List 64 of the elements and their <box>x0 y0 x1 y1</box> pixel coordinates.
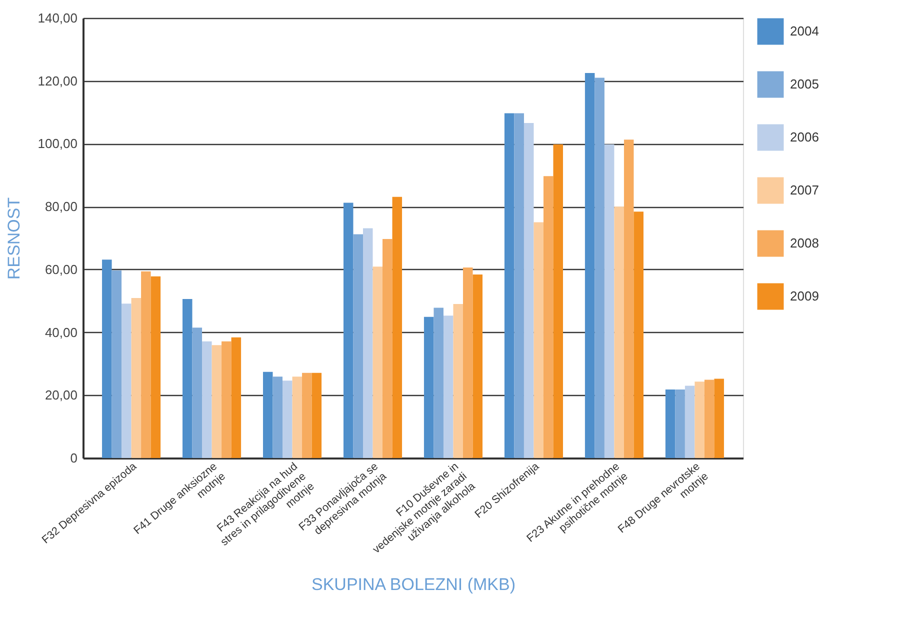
bar <box>382 238 392 458</box>
bar <box>372 266 383 458</box>
y-tick-label: 80,00 <box>44 199 78 214</box>
bar <box>392 196 402 458</box>
legend-label: 2004 <box>790 24 819 38</box>
legend-label: 2007 <box>790 182 819 198</box>
bar <box>504 113 514 458</box>
bar <box>675 389 685 458</box>
y-tick-label: 100,00 <box>38 136 78 152</box>
bar <box>192 328 202 458</box>
bar <box>453 304 463 458</box>
bar <box>122 304 132 458</box>
bar <box>714 378 724 458</box>
legend-label: 2006 <box>790 130 819 144</box>
bar <box>514 113 524 458</box>
bar <box>684 386 695 458</box>
y-tick-label: 60,00 <box>44 262 78 277</box>
bar <box>141 271 151 458</box>
bar <box>604 144 614 458</box>
bar <box>131 298 142 458</box>
bar <box>443 316 454 458</box>
x-axis-title: SKUPINA BOLEZNI (MKB) <box>311 575 516 594</box>
bar <box>665 389 676 458</box>
bar <box>594 78 604 458</box>
bar <box>434 308 444 458</box>
bar <box>312 372 322 458</box>
y-tick-label: 140,00 <box>38 10 78 26</box>
bar <box>292 376 302 458</box>
y-tick-label: 40,00 <box>44 324 78 340</box>
bar <box>584 73 595 458</box>
y-tick-label: 120,00 <box>38 73 78 88</box>
bar <box>282 380 292 458</box>
bar <box>704 380 714 458</box>
bar <box>543 176 554 458</box>
bar <box>472 274 483 458</box>
bar <box>534 222 544 458</box>
bar <box>231 337 242 458</box>
bar <box>463 268 473 458</box>
bar <box>302 372 312 458</box>
legend-label: 2005 <box>790 76 819 92</box>
bar <box>353 234 363 458</box>
legend-label: 2008 <box>790 236 819 250</box>
legend-label: 2009 <box>790 288 819 304</box>
bar <box>424 316 434 458</box>
bar <box>263 372 273 458</box>
y-tick-label: 20,00 <box>44 388 78 403</box>
bar <box>222 341 232 458</box>
bar <box>343 202 354 458</box>
bar <box>614 206 624 458</box>
bar <box>624 140 634 458</box>
y-tick-label: 0 <box>70 450 78 466</box>
bar <box>212 345 222 458</box>
bar <box>150 276 161 458</box>
bar <box>694 382 704 458</box>
bar <box>363 228 373 458</box>
bar <box>634 212 644 458</box>
y-axis-title: RESNOST <box>4 197 24 280</box>
bar <box>272 376 283 458</box>
bar <box>102 260 112 458</box>
bar <box>112 270 122 458</box>
bar <box>524 122 534 458</box>
bar <box>553 144 563 458</box>
bar <box>182 298 192 458</box>
bar <box>202 341 212 458</box>
